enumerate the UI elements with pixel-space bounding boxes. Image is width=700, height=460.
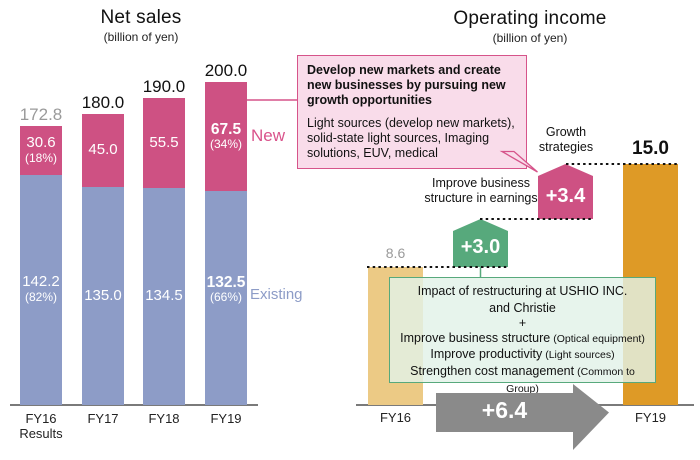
existing-label-block: 134.5 [143,287,185,305]
existing-value-label: 134.5 [145,287,183,305]
note-line4: Improve business structure (Optical equip… [393,330,652,347]
note-line1: Impact of restructuring at USHIO INC. [417,284,628,298]
fy19-value-label: 15.0 [632,138,669,159]
existing-segment: 142.2 (82%) [20,175,62,405]
category-line1: FY16 [25,411,57,426]
existing-label-block: 132.5 (66%) [205,274,247,305]
net-sales-bar-fy17: 180.0 45.0 135.0 FY17 [82,93,125,426]
existing-segment: 134.5 [143,187,185,405]
new-value-label: 30.6 [26,134,56,152]
fy16-category-label: FY16 [379,410,412,425]
note-line5-small: (Light sources) [545,349,615,362]
note-line4-main: Improve business structure [400,330,551,345]
category-line1: FY18 [148,411,180,426]
new-segment: 45.0 [82,114,124,187]
new-value-label: 67.5 [210,120,242,138]
note-plus: + [518,315,527,330]
net-sales-title-block: Net sales (billion of yen) [41,7,241,44]
operating-income-title: Operating income [453,8,607,29]
new-percent-label: (34%) [209,137,242,152]
category-label: FY16 Results [6,411,76,442]
left-axis-line [10,404,258,406]
net-sales-bar-fy19: 200.0 67.5 (34%) 132.5 (66%) FY19 [205,61,248,426]
existing-segment: 135.0 [82,186,124,405]
pink-step-value: +3.4 [545,185,586,207]
increase-arrow-value: +6.4 [481,397,528,423]
bar-total-label: 180.0 [81,93,125,113]
new-segment: 67.5 (34%) [205,82,247,191]
new-percent-label: (18%) [24,151,57,166]
note-line4-small: (Optical equipment) [553,332,645,345]
note-line5-main: Improve productivity [430,347,543,362]
legend-new-label: New [251,126,286,145]
operating-income-unit: (billion of yen) [492,31,568,45]
existing-value-label: 142.2 [22,273,60,291]
new-markets-callout: Develop new markets and create new busin… [297,55,527,169]
net-sales-unit: (billion of yen) [103,30,179,44]
existing-label-block: 142.2 (82%) [20,274,62,305]
bar-total-label: 190.0 [142,77,186,97]
improve-structure-label: Improve business structure in earnings [424,176,538,205]
existing-percent-label: (82%) [24,290,57,305]
category-label: FY17 [68,411,138,426]
callout-heading: Develop new markets and create new busin… [307,63,506,107]
fy16-value-label: 8.6 [385,244,406,261]
existing-segment: 132.5 (66%) [205,191,247,405]
existing-label-block: 135.0 [82,287,124,305]
net-sales-bar-fy16: 172.8 30.6 (18%) 142.2 (82%) FY16 Result… [19,105,62,441]
note-line5: Improve productivity (Light sources) [393,346,652,363]
legend-existing-label: Existing [250,286,303,303]
category-label: FY19 [191,411,261,426]
new-value-label: 55.5 [149,133,179,151]
new-segment: 30.6 (18%) [20,125,62,176]
existing-percent-label: (66%) [209,290,242,305]
category-line2: Results [19,426,63,442]
operating-income-title-block: Operating income (billion of yen) [430,8,630,45]
new-value-label: 45.0 [88,141,118,159]
note-line6-main: Strengthen cost management [410,364,575,379]
bar-total-label: 172.8 [19,104,63,124]
note-line6: Strengthen cost management (Common to Gro… [393,363,652,397]
note-line2: and Christie [489,300,556,315]
growth-strategies-label: Growth strategies [538,125,594,154]
green-step-value: +3.0 [460,236,501,258]
existing-value-label: 135.0 [84,287,122,305]
category-line1: FY19 [210,411,242,426]
fy19-category-label: FY19 [634,410,667,425]
existing-value-label: 132.5 [206,273,246,291]
net-sales-title: Net sales [100,7,182,28]
category-line1: FY17 [87,411,119,426]
new-segment: 55.5 [143,98,185,188]
net-sales-bar-fy18: 190.0 55.5 134.5 FY18 [143,77,186,426]
bar-total-label: 200.0 [204,61,248,80]
restructuring-note: Impact of restructuring at USHIO INC. an… [389,277,656,395]
callout-body: Light sources (develop new markets), sol… [307,116,515,160]
category-label: FY18 [129,411,199,426]
